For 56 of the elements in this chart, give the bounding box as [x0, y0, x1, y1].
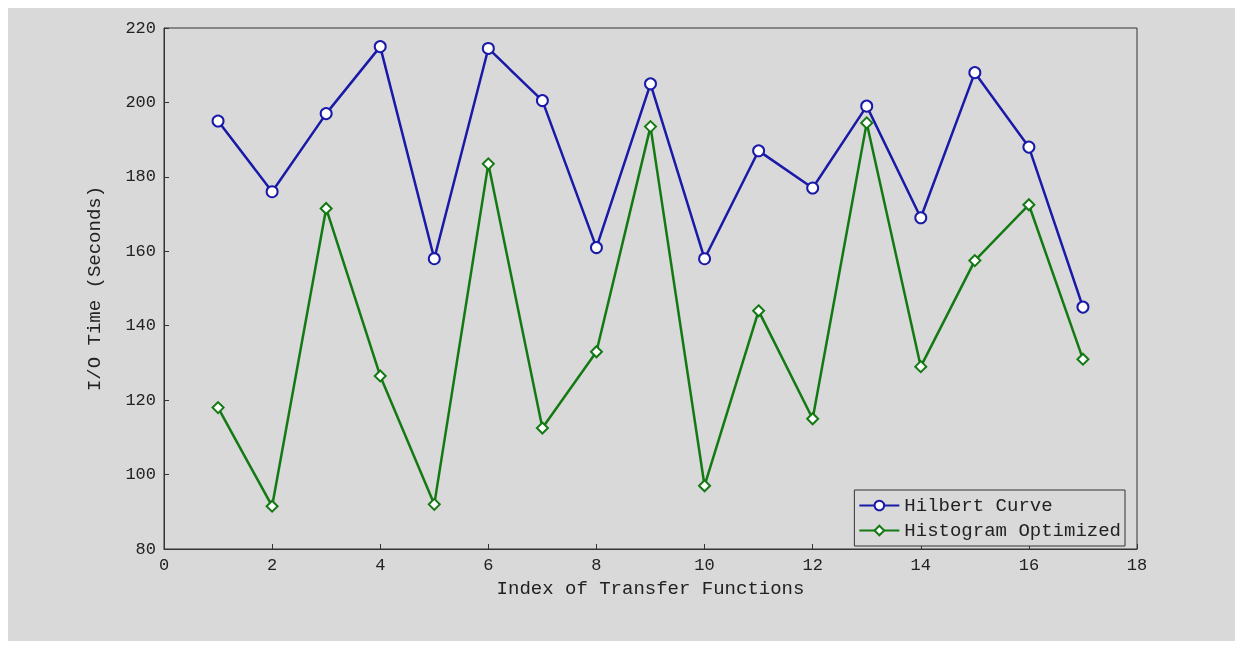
y-tick-label: 180	[125, 167, 156, 187]
point	[860, 116, 874, 130]
point	[752, 304, 766, 318]
point	[373, 40, 387, 54]
point	[1022, 140, 1036, 154]
point	[644, 120, 657, 134]
y-tick-label: 220	[125, 18, 156, 38]
point	[589, 241, 603, 255]
point	[698, 252, 712, 266]
point	[589, 345, 603, 359]
point	[1022, 198, 1036, 212]
y-axis-title: I/O Time (Seconds)	[83, 185, 106, 392]
y-tick-label: 120	[125, 390, 156, 410]
y-tick-label: 100	[125, 465, 156, 485]
point	[806, 412, 820, 426]
x-tick-label: 14	[910, 556, 931, 575]
point	[265, 185, 279, 199]
point	[265, 499, 279, 513]
legend-label: Hilbert Curve	[904, 494, 1053, 517]
point	[806, 181, 820, 195]
x-tick-label: 0	[158, 556, 170, 575]
point	[752, 144, 766, 158]
x-tick-label: 2	[267, 556, 278, 575]
point	[481, 41, 495, 55]
legend-label: Histogram Optimized	[904, 519, 1122, 542]
point	[698, 479, 712, 493]
point	[1076, 300, 1090, 314]
point	[373, 369, 387, 383]
point	[535, 94, 549, 108]
point	[644, 77, 657, 91]
y-tick-label: 160	[125, 241, 156, 261]
point	[319, 107, 333, 121]
point	[319, 201, 333, 215]
x-tick-label: 8	[591, 556, 602, 575]
point	[211, 114, 225, 128]
y-tick-label: 140	[125, 316, 156, 336]
x-tick-label: 4	[375, 556, 386, 575]
point	[968, 254, 982, 268]
x-tick-label: 18	[1126, 556, 1148, 575]
y-tick-label: 80	[135, 539, 156, 559]
x-tick-label: 12	[802, 556, 823, 575]
point	[427, 252, 441, 266]
x-tick-label: 6	[483, 556, 494, 575]
y-tick-label: 200	[125, 92, 156, 112]
point	[914, 360, 928, 374]
point	[968, 66, 982, 80]
point	[481, 157, 495, 171]
point	[860, 99, 874, 113]
x-tick-label: 16	[1018, 556, 1040, 575]
point	[211, 401, 225, 415]
point	[914, 211, 928, 225]
x-axis-title: Index of Transfer Functions	[496, 577, 805, 600]
point	[1076, 352, 1090, 366]
point	[427, 497, 441, 511]
point	[535, 421, 549, 435]
x-tick-label: 10	[694, 556, 715, 575]
